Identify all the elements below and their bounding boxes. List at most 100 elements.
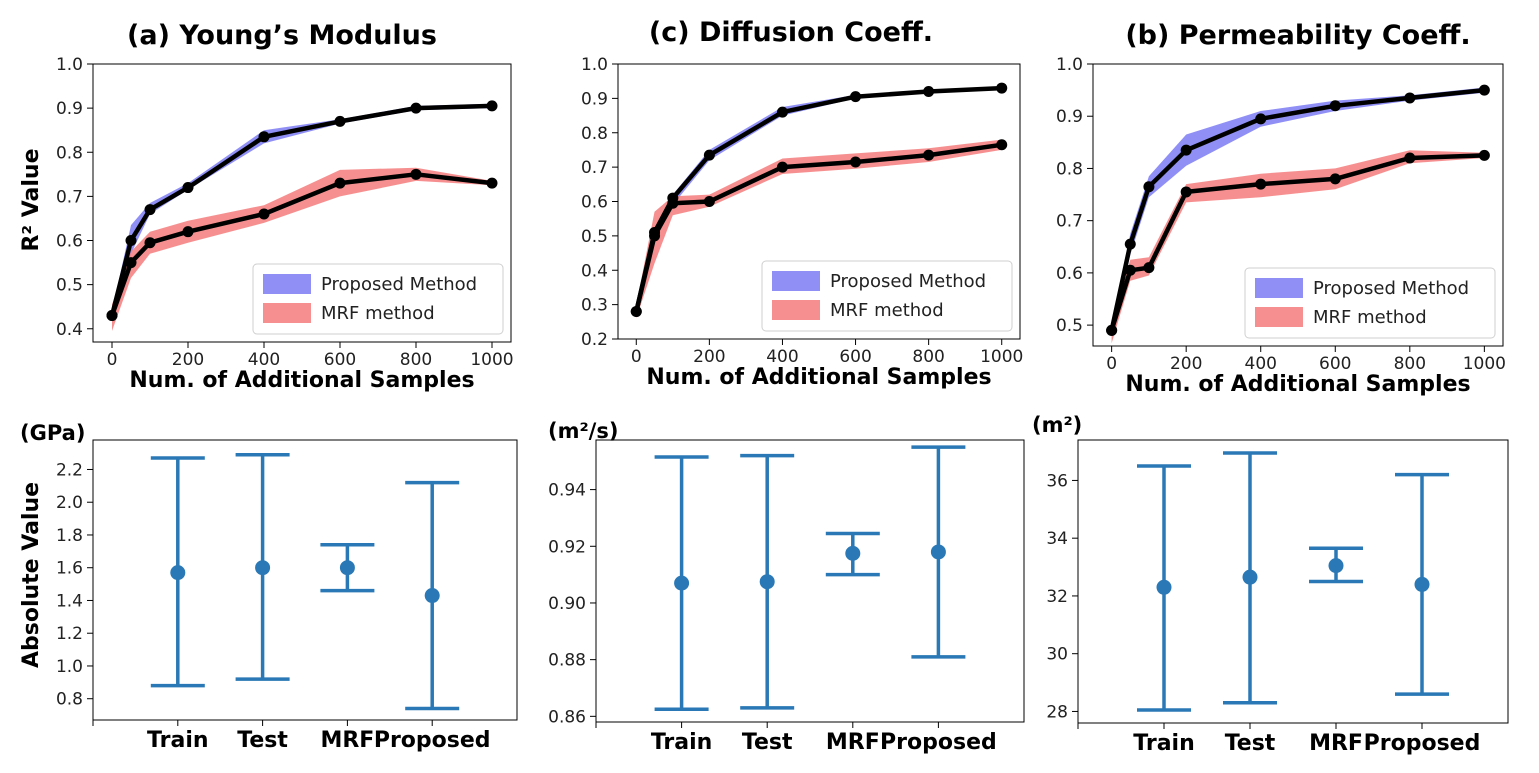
y-tick-label: 0.8 <box>581 124 608 144</box>
chart-title: (c) Diffusion Coeff. <box>649 17 933 48</box>
x-tick-label: 0 <box>1106 354 1117 374</box>
y-tick-label: 0.5 <box>56 276 83 296</box>
y-tick-label: 0.9 <box>56 99 83 119</box>
x-tick-label: 1000 <box>470 350 513 370</box>
y-tick-label: 0.5 <box>581 227 608 247</box>
data-point <box>334 115 346 127</box>
category-label: MRF <box>320 728 374 753</box>
data-point <box>850 91 862 103</box>
data-point <box>1124 238 1136 250</box>
data-point <box>258 208 270 220</box>
data-point <box>850 156 862 168</box>
y-tick-label: 0.7 <box>1056 212 1083 232</box>
plot-frame <box>92 63 512 343</box>
y-tick-label: 0.9 <box>1056 107 1083 127</box>
data-point <box>1255 113 1267 125</box>
y-tick-label: 30 <box>1046 645 1068 665</box>
y-tick-label: 28 <box>1046 702 1068 722</box>
legend: Proposed Method MRF method <box>252 263 504 335</box>
y-tick-label: 2.0 <box>56 493 83 513</box>
y-tick-label: 2.2 <box>56 460 83 480</box>
x-axis-label: Num. of Additional Samples <box>1125 372 1470 397</box>
y-tick-label: 0.8 <box>1056 159 1083 179</box>
legend-entry: Proposed Method <box>1313 278 1469 299</box>
x-tick-label: 200 <box>693 347 725 367</box>
x-tick-label: 400 <box>766 347 798 367</box>
category-label: Train <box>651 730 713 755</box>
data-point <box>923 149 935 161</box>
y-tick-label: 0.6 <box>1056 264 1083 284</box>
legend-entry: MRF method <box>1313 307 1427 328</box>
legend-frame <box>252 263 504 335</box>
data-point <box>486 100 498 112</box>
y-tick-label: 0.88 <box>548 651 586 671</box>
series-line-proposed <box>1109 87 1485 331</box>
data-point <box>1404 92 1416 104</box>
legend-entry: Proposed Method <box>830 271 986 292</box>
legend-swatch <box>1255 307 1303 327</box>
series-line-mrf <box>634 142 1003 313</box>
legend-swatch <box>772 271 820 291</box>
x-axis-label: Num. of Additional Samples <box>129 368 474 393</box>
data-point <box>1478 149 1490 161</box>
data-point <box>410 102 422 114</box>
data-point <box>649 230 661 242</box>
mean-marker <box>674 575 690 591</box>
y-tick-label: 34 <box>1046 529 1068 549</box>
series-line-proposed <box>109 103 493 317</box>
y-tick-label: 1.0 <box>56 657 83 677</box>
data-point <box>1180 186 1192 198</box>
chart-5: (m²/s) 0.86 0.88 0.90 0.92 0.94 Train Test MRF Pr… <box>548 419 1025 755</box>
legend-entry: MRF method <box>321 303 435 324</box>
x-tick-label: 600 <box>1319 354 1351 374</box>
legend: Proposed Method MRF method <box>1244 267 1496 339</box>
mean-marker <box>170 565 186 581</box>
y-tick-label: 0.86 <box>548 707 586 727</box>
x-tick-label: 0 <box>107 350 118 370</box>
category-label: Train <box>147 728 209 753</box>
confidence-band-proposed <box>1111 87 1485 336</box>
data-point <box>486 177 498 189</box>
legend-entry: MRF method <box>830 300 944 321</box>
data-point <box>923 86 935 97</box>
x-tick-label: 800 <box>1394 354 1426 374</box>
category-label: MRF <box>1309 731 1363 756</box>
y-tick-label: 0.92 <box>548 537 586 557</box>
category-label: Proposed <box>1364 731 1481 756</box>
x-tick-label: 1000 <box>1463 354 1506 374</box>
category-label: Train <box>1133 731 1195 756</box>
data-point <box>125 235 137 247</box>
y-tick-label: 1.4 <box>56 591 83 611</box>
legend-frame <box>761 260 1013 332</box>
category-label: Test <box>237 728 288 753</box>
legend-frame <box>1244 267 1496 339</box>
category-label: Proposed <box>374 728 491 753</box>
mean-marker <box>424 588 440 604</box>
chart-6: (m²) 28 30 32 34 36 Train Test MRF Proposed <box>1032 413 1509 756</box>
chart-2: (c) Diffusion Coeff. 0.2 0.3 0.4 0.5 0.6 0.7 0.… <box>581 17 1023 390</box>
chart-title: (b) Permeability Coeff. <box>1125 20 1470 51</box>
mean-marker <box>1242 569 1258 585</box>
data-point <box>996 139 1008 151</box>
y-tick-label: 0.6 <box>581 193 608 213</box>
data-point <box>776 106 788 118</box>
data-point <box>182 226 194 238</box>
data-point <box>776 161 788 173</box>
y-tick-label: 1.2 <box>56 624 83 644</box>
y-tick-label: 0.7 <box>56 187 83 207</box>
data-point <box>1404 152 1416 164</box>
data-point <box>106 310 118 322</box>
data-point <box>703 149 715 161</box>
x-tick-label: 600 <box>839 347 871 367</box>
y-tick-label: 32 <box>1046 587 1068 607</box>
legend: Proposed Method MRF method <box>761 260 1013 332</box>
y-tick-label: 0.90 <box>548 594 586 614</box>
data-point <box>144 237 156 249</box>
data-point <box>703 196 715 207</box>
charts-container: (a) Young’s Modulus 0.4 0.5 0.6 0.7 0.8 0.9 1.0… <box>20 17 1509 756</box>
y-tick-label: 1.0 <box>581 55 608 75</box>
plot-frame <box>1077 439 1509 724</box>
confidence-band-mrf <box>1111 150 1485 344</box>
bottom-row-y-axis-label: Absolute Value <box>19 482 44 668</box>
